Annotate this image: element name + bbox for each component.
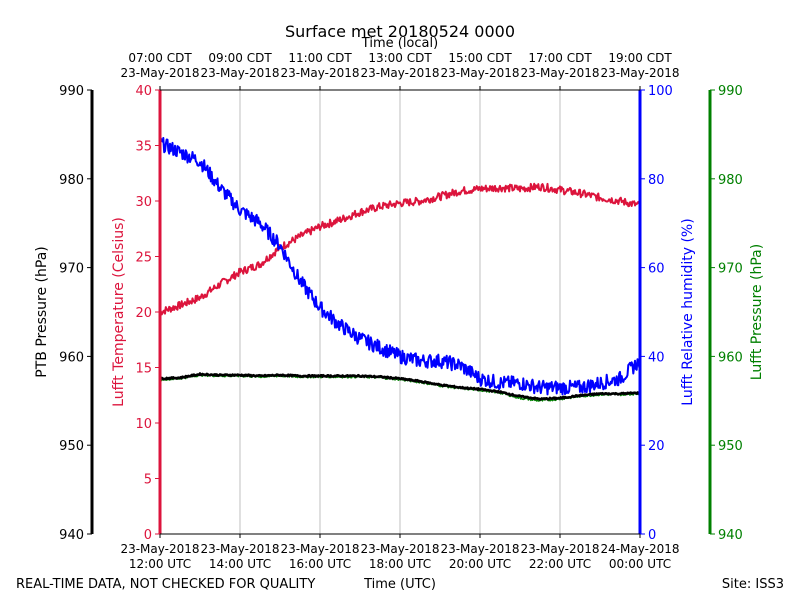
- top-tick-local-date: 23-May-2018: [120, 66, 199, 80]
- axes-layer: 940 950 960 970 980 990 PTB Pressure (hPa) 0 5 10…: [34, 84, 765, 543]
- y-tick-label: 60: [648, 262, 665, 277]
- top-tick-local-time: 13:00 CDT: [368, 51, 432, 65]
- top-tick-local-time: 17:00 CDT: [528, 51, 592, 65]
- top-tick-local-date: 23-May-2018: [360, 66, 439, 80]
- y-tick-label: 30: [135, 195, 152, 210]
- y-tick-label: 20: [135, 306, 152, 321]
- chart-title: Surface met 20180524 0000: [285, 22, 515, 41]
- x-tick-utc-date: 24-May-2018: [600, 542, 679, 556]
- y-tick-label: 10: [135, 417, 152, 432]
- y-tick-label: 980: [718, 173, 743, 188]
- top-axis-label: Time (local): [361, 36, 438, 51]
- axis-label-lufft_pressure: Lufft Pressure (hPa): [749, 244, 765, 380]
- x-axis-label: Time (UTC): [363, 577, 436, 592]
- x-tick-utc-date: 23-May-2018: [280, 542, 359, 556]
- x-tick-utc-date: 23-May-2018: [520, 542, 599, 556]
- y-tick-label: 950: [59, 439, 84, 454]
- y-tick-label: 970: [718, 262, 743, 277]
- y-tick-label: 40: [648, 350, 665, 365]
- y-tick-label: 940: [59, 528, 84, 543]
- y-tick-label: 5: [144, 473, 152, 488]
- y-tick-label: 40: [135, 84, 152, 99]
- y-tick-label: 990: [718, 84, 743, 99]
- x-tick-utc-date: 23-May-2018: [360, 542, 439, 556]
- axis-label-ptb_pressure: PTB Pressure (hPa): [34, 246, 50, 377]
- y-tick-label: 990: [59, 84, 84, 99]
- x-tick-utc-time: 00:00 UTC: [609, 557, 671, 571]
- x-tick-utc-time: 12:00 UTC: [129, 557, 191, 571]
- x-tick-utc-date: 23-May-2018: [440, 542, 519, 556]
- series-humidity-line: [159, 137, 641, 396]
- y-tick-label: 25: [135, 251, 152, 266]
- x-tick-utc-time: 14:00 UTC: [209, 557, 271, 571]
- x-tick-utc-time: 22:00 UTC: [529, 557, 591, 571]
- top-tick-local-date: 23-May-2018: [280, 66, 359, 80]
- top-tick-local-date: 23-May-2018: [440, 66, 519, 80]
- top-tick-local-time: 09:00 CDT: [208, 51, 272, 65]
- series-layer: [159, 137, 641, 402]
- top-tick-local-time: 15:00 CDT: [448, 51, 512, 65]
- top-tick-local-time: 19:00 CDT: [608, 51, 672, 65]
- y-tick-label: 80: [648, 173, 665, 188]
- x-tick-utc-date: 23-May-2018: [120, 542, 199, 556]
- axis-label-temperature: Lufft Temperature (Celsius): [111, 217, 127, 407]
- y-tick-label: 35: [135, 140, 152, 155]
- top-tick-local-time: 11:00 CDT: [288, 51, 352, 65]
- y-tick-label: 0: [144, 528, 152, 543]
- top-tick-local-date: 23-May-2018: [200, 66, 279, 80]
- axis-humidity: 0 20 40 60 80 100 Lufft Relative humidity (%): [638, 84, 696, 543]
- y-tick-label: 0: [648, 528, 656, 543]
- series-ptb_pressure-line: [159, 372, 641, 401]
- footer-site: Site: ISS3: [722, 577, 784, 592]
- y-tick-label: 960: [59, 350, 84, 365]
- y-tick-label: 100: [648, 84, 673, 99]
- vertical-gridlines: [239, 90, 561, 534]
- y-tick-label: 960: [718, 350, 743, 365]
- x-tick-utc-time: 18:00 UTC: [369, 557, 431, 571]
- top-tick-local-time: 07:00 CDT: [128, 51, 192, 65]
- top-tick-local-date: 23-May-2018: [520, 66, 599, 80]
- top-tick-local-date: 23-May-2018: [600, 66, 679, 80]
- x-tick-utc-date: 23-May-2018: [200, 542, 279, 556]
- y-tick-label: 15: [135, 362, 152, 377]
- y-tick-label: 950: [718, 439, 743, 454]
- footer-left-note: REAL-TIME DATA, NOT CHECKED FOR QUALITY: [16, 577, 315, 592]
- y-tick-label: 980: [59, 173, 84, 188]
- series-temperature-line: [159, 182, 641, 316]
- y-tick-label: 940: [718, 528, 743, 543]
- axis-label-humidity: Lufft Relative humidity (%): [680, 218, 696, 405]
- y-tick-label: 970: [59, 262, 84, 277]
- y-tick-label: 20: [648, 439, 665, 454]
- x-tick-utc-time: 20:00 UTC: [449, 557, 511, 571]
- x-tick-utc-time: 16:00 UTC: [289, 557, 351, 571]
- axis-ptb_pressure: 940 950 960 970 980 990 PTB Pressure (hPa): [34, 84, 94, 543]
- axis-lufft_pressure: 940 950 960 970 980 990 Lufft Pressure (hPa): [708, 84, 765, 543]
- axis-temperature: 0 5 10 15 20 25 30 35 40 Lufft Temperature (Celsi…: [111, 84, 162, 543]
